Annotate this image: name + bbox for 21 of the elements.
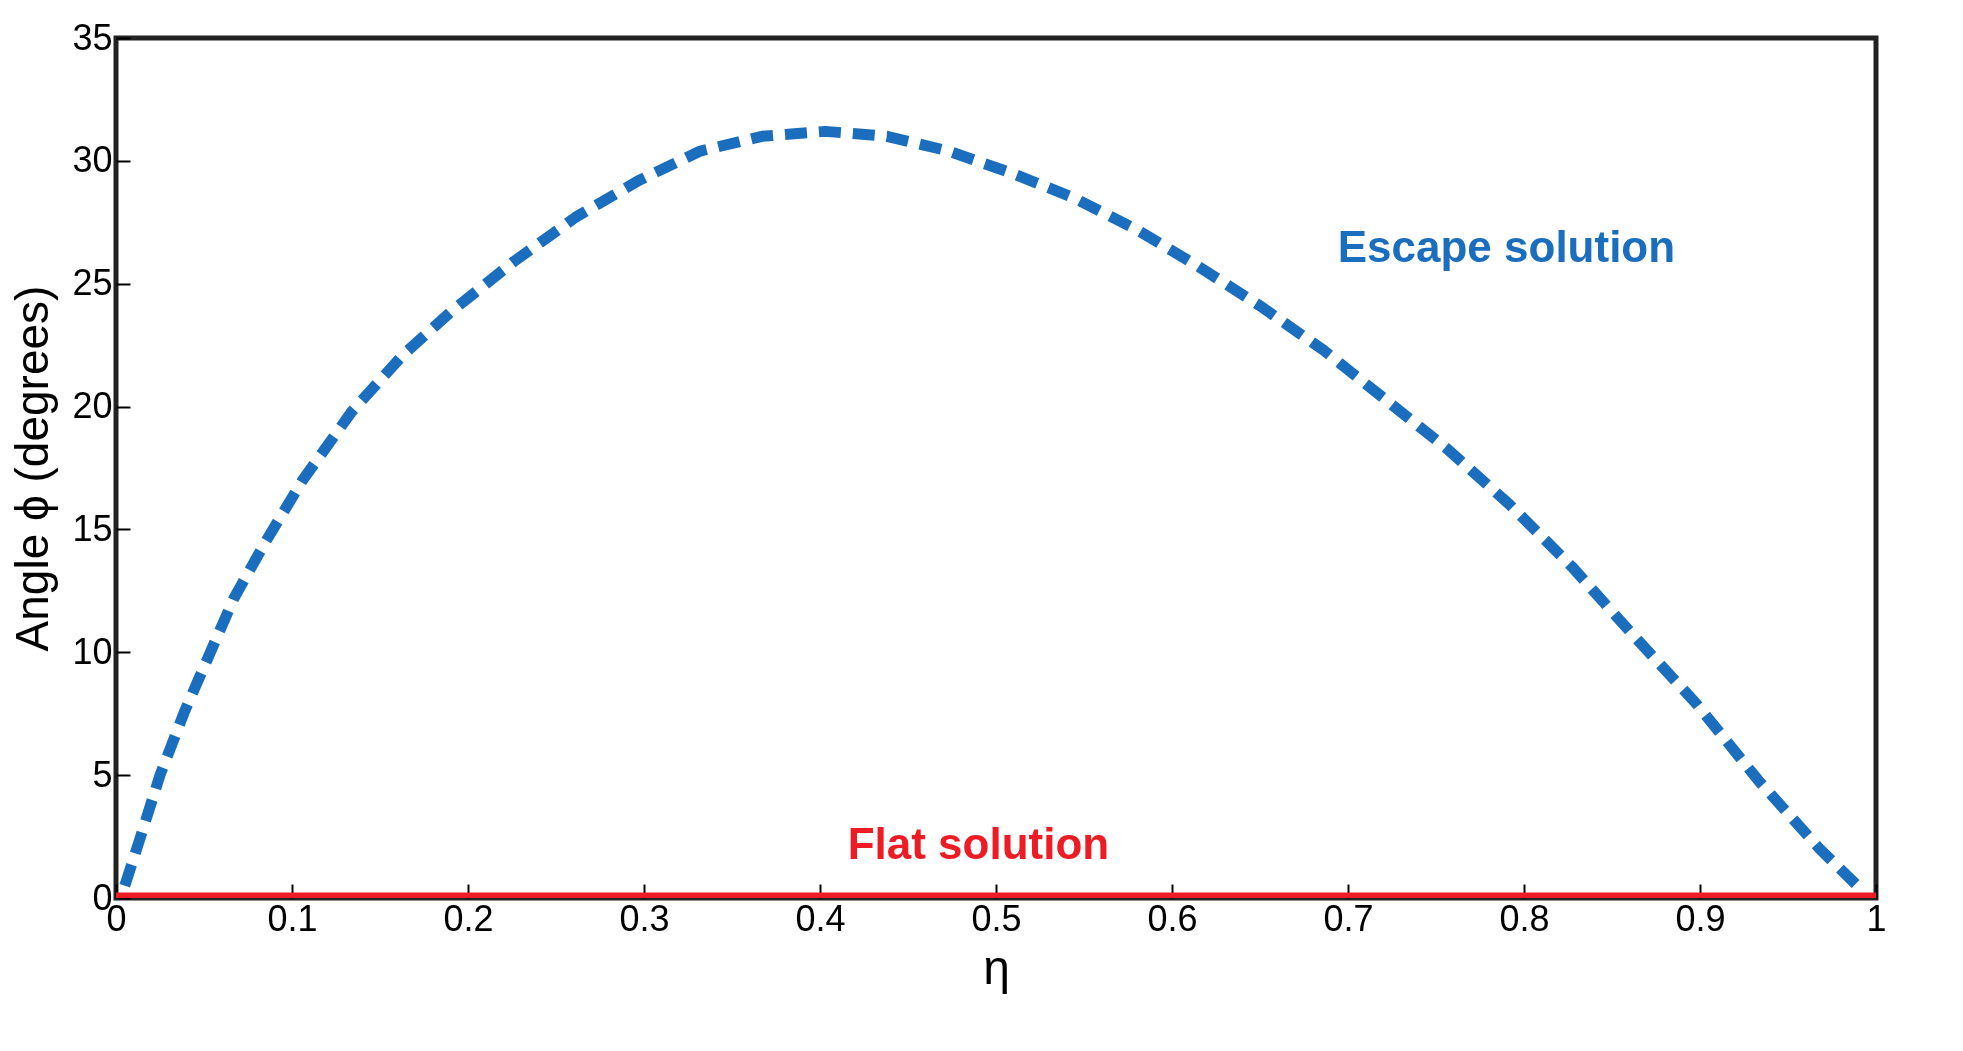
y-tick-label: 15 — [72, 507, 113, 549]
x-tick-label: 0.3 — [619, 897, 670, 939]
y-tick-label: 10 — [72, 630, 113, 672]
x-tick-label: 0.6 — [1147, 897, 1198, 939]
series-label: Flat solution — [847, 819, 1110, 869]
x-tick-label: 0.1 — [267, 897, 318, 939]
y-tick-label: 5 — [92, 753, 113, 795]
x-tick-label: 0.8 — [1499, 897, 1550, 939]
y-tick-label: 20 — [72, 385, 113, 427]
y-tick-label: 30 — [72, 139, 113, 181]
x-tick-label: 1 — [1866, 897, 1887, 939]
x-tick-label: 0.4 — [795, 897, 846, 939]
x-tick-label: 0.5 — [971, 897, 1022, 939]
series-label: Escape solution — [1337, 221, 1676, 271]
y-axis-title: Angle ϕ (degrees) — [6, 285, 59, 652]
x-tick-label: 0.9 — [1675, 897, 1726, 939]
x-axis-title: η — [983, 940, 1010, 994]
x-tick-label: 0.7 — [1323, 897, 1374, 939]
y-tick-label: 25 — [72, 262, 113, 304]
x-tick-label: 0.2 — [443, 897, 494, 939]
y-tick-label: 35 — [72, 16, 113, 58]
